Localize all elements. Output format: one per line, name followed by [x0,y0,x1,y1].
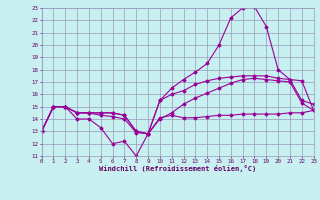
X-axis label: Windchill (Refroidissement éolien,°C): Windchill (Refroidissement éolien,°C) [99,165,256,172]
